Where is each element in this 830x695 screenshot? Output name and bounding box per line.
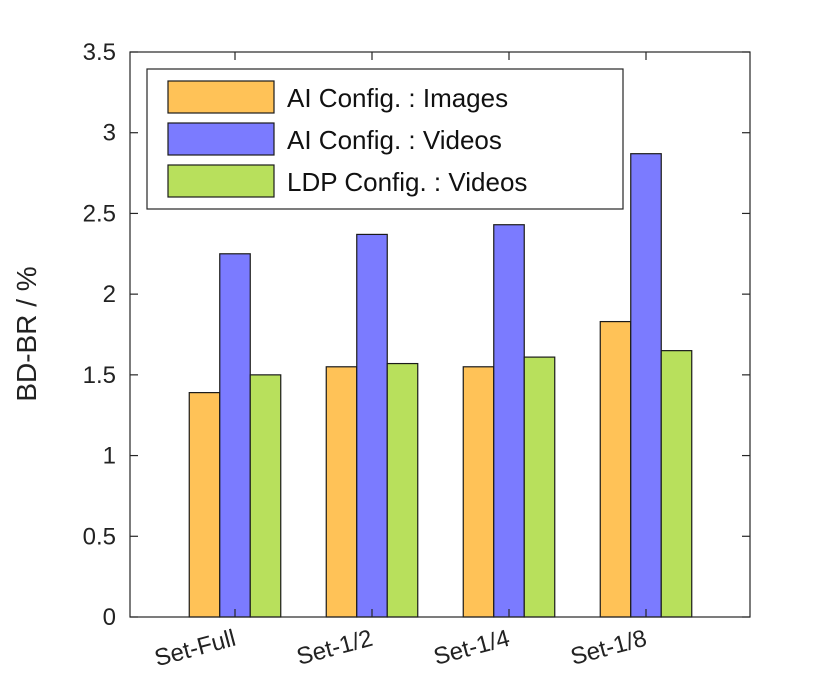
bar-3-2	[660, 350, 693, 618]
legend-label: AI Config. : Videos	[287, 125, 502, 155]
y-axis-ticks: 0 0.5 1 1.5 2 2.5 3 3.5	[83, 39, 750, 631]
y-tick-label: 0.5	[83, 523, 116, 550]
y-tick-label: 0	[103, 604, 116, 631]
legend-label: AI Config. : Images	[287, 83, 508, 113]
bar-3-1	[630, 153, 662, 618]
x-tick-label: Set-1/8	[568, 625, 650, 671]
y-tick-label: 2.5	[83, 200, 116, 227]
legend-label: LDP Config. : Videos	[287, 167, 527, 197]
y-tick-label: 1	[103, 443, 116, 470]
bar-1-1	[356, 233, 388, 618]
bar-0-1	[219, 253, 251, 618]
bar-1-0	[325, 366, 358, 618]
bar-2-1	[493, 224, 525, 618]
legend-swatch	[167, 80, 275, 114]
x-tick-label: Set-1/2	[294, 625, 376, 671]
y-tick-label: 3.5	[83, 39, 116, 66]
bar-2-0	[462, 366, 495, 618]
legend: AI Config. : Images AI Config. : Videos LD…	[146, 68, 624, 210]
bar-1-2	[386, 362, 419, 618]
x-tick-label: Set-1/4	[431, 625, 513, 671]
bars-layer	[188, 153, 693, 618]
plot-frame	[129, 51, 751, 618]
bar-0-2	[249, 374, 282, 618]
y-axis-title: BD-BR / %	[11, 266, 42, 401]
legend-swatch	[167, 122, 275, 156]
y-tick-label: 3	[103, 120, 116, 147]
y-tick-label: 2	[103, 281, 116, 308]
bar-3-0	[599, 320, 632, 618]
bar-2-2	[523, 356, 556, 618]
legend-swatch	[167, 164, 275, 198]
x-tick-label: Set-Full	[152, 625, 239, 672]
bar-0-0	[188, 392, 221, 618]
y-tick-label: 1.5	[83, 362, 116, 389]
